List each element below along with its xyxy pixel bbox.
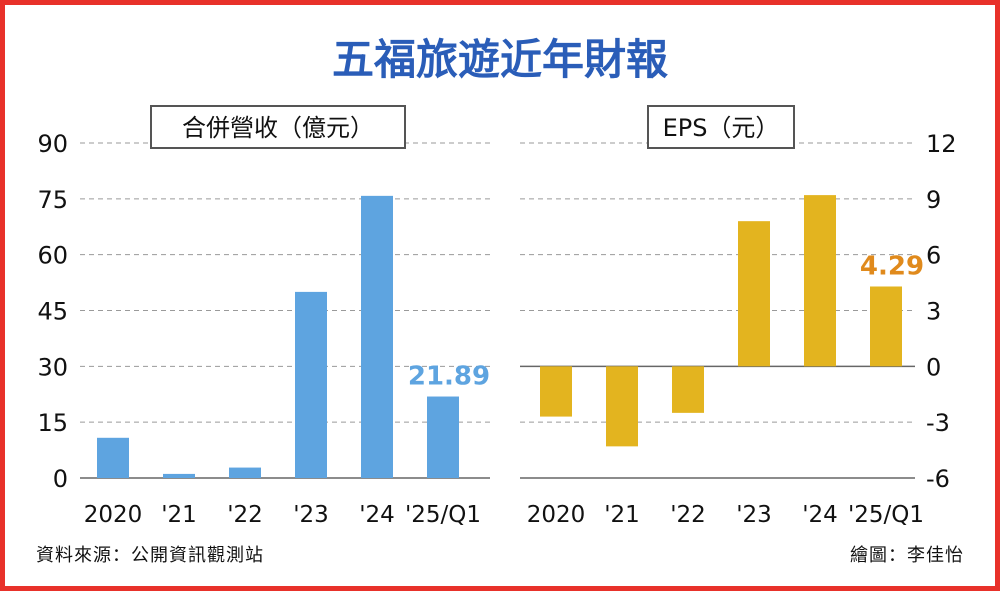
revenue-y-tick-label: 75 — [37, 186, 68, 214]
eps-y-tick-label: -3 — [926, 409, 950, 437]
eps-y-tick-label: 6 — [926, 242, 941, 270]
revenue-y-tick-label: 15 — [37, 409, 68, 437]
eps-y-tick-label: 0 — [926, 353, 941, 381]
revenue-y-tick-label: 90 — [37, 130, 68, 158]
source-note: 資料來源：公開資訊觀測站 — [36, 545, 264, 566]
revenue-y-tick-label: 30 — [37, 353, 68, 381]
revenue-bar — [295, 291, 327, 478]
revenue-bar — [361, 195, 393, 478]
revenue-x-tick-label: '22 — [227, 502, 263, 528]
eps-x-tick-label: '25/Q1 — [848, 502, 924, 528]
eps-x-tick-label: '22 — [670, 502, 706, 528]
main-title: 五福旅遊近年財報 — [332, 35, 668, 84]
revenue-bar — [97, 437, 129, 478]
eps-bar — [606, 366, 638, 447]
eps-title-box — [647, 105, 795, 149]
revenue-y-tick-label: 45 — [37, 298, 68, 326]
revenue-x-tick-label: '24 — [359, 502, 395, 528]
revenue-x-tick-label: '21 — [161, 502, 197, 528]
revenue-data-label: 21.89 — [408, 362, 490, 392]
eps-bar — [672, 366, 704, 413]
revenue-bar — [163, 473, 195, 478]
eps-chart: -6 -3 0 3 6 9 12 2020 '21 '22 '23 '24 '25/Q1 4.29 E… — [520, 105, 957, 528]
credit-note: 繪圖：李佳怡 — [850, 545, 964, 566]
revenue-chart: 0 15 30 45 60 75 90 2020 '21 '22 '23 '24 '25/Q1 21.… — [37, 105, 490, 528]
eps-y-tick-label: 3 — [926, 298, 941, 326]
eps-bar — [804, 195, 836, 367]
revenue-x-tick-label: '25/Q1 — [405, 502, 481, 528]
revenue-title-box — [150, 105, 406, 149]
eps-x-tick-label: '21 — [604, 502, 640, 528]
revenue-y-tick-label: 0 — [53, 465, 68, 493]
eps-data-label: 4.29 — [860, 251, 924, 281]
revenue-x-tick-label: 2020 — [84, 502, 143, 528]
eps-y-tick-label: 9 — [926, 186, 941, 214]
eps-bar — [540, 366, 572, 417]
eps-x-tick-label: '23 — [736, 502, 772, 528]
eps-y-tick-label: -6 — [926, 465, 950, 493]
eps-x-tick-label: '24 — [802, 502, 838, 528]
revenue-bar — [427, 396, 459, 478]
eps-bar — [738, 221, 770, 367]
eps-x-tick-label: 2020 — [527, 502, 586, 528]
eps-bar — [870, 286, 902, 367]
eps-chart-title: EPS（元） — [663, 114, 780, 142]
eps-y-tick-label: 12 — [926, 130, 957, 158]
revenue-bar — [229, 467, 261, 478]
revenue-chart-title: 合併營收（億元） — [182, 114, 374, 142]
revenue-y-tick-label: 60 — [37, 242, 68, 270]
revenue-x-tick-label: '23 — [293, 502, 329, 528]
